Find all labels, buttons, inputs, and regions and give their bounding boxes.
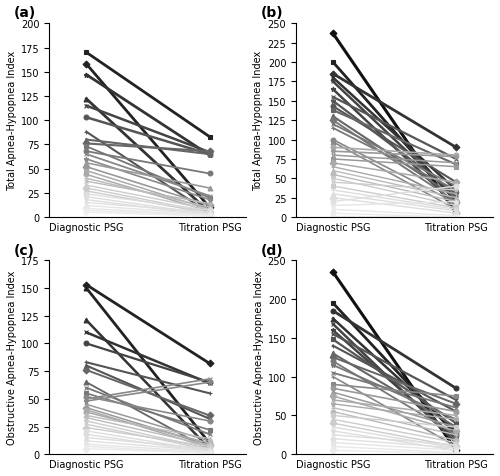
Text: (d): (d)	[260, 243, 283, 257]
Text: (c): (c)	[14, 243, 35, 257]
Text: (a): (a)	[14, 6, 36, 20]
Y-axis label: Total Apnea-Hypopnea Index: Total Apnea-Hypopnea Index	[254, 51, 264, 191]
Y-axis label: Obstructive Apnea-Hypopnea Index: Obstructive Apnea-Hypopnea Index	[254, 270, 264, 445]
Y-axis label: Total Apnea-Hypopnea Index: Total Apnea-Hypopnea Index	[7, 51, 17, 191]
Y-axis label: Obstructive Apnea-Hypopnea Index: Obstructive Apnea-Hypopnea Index	[7, 270, 17, 445]
Text: (b): (b)	[260, 6, 283, 20]
